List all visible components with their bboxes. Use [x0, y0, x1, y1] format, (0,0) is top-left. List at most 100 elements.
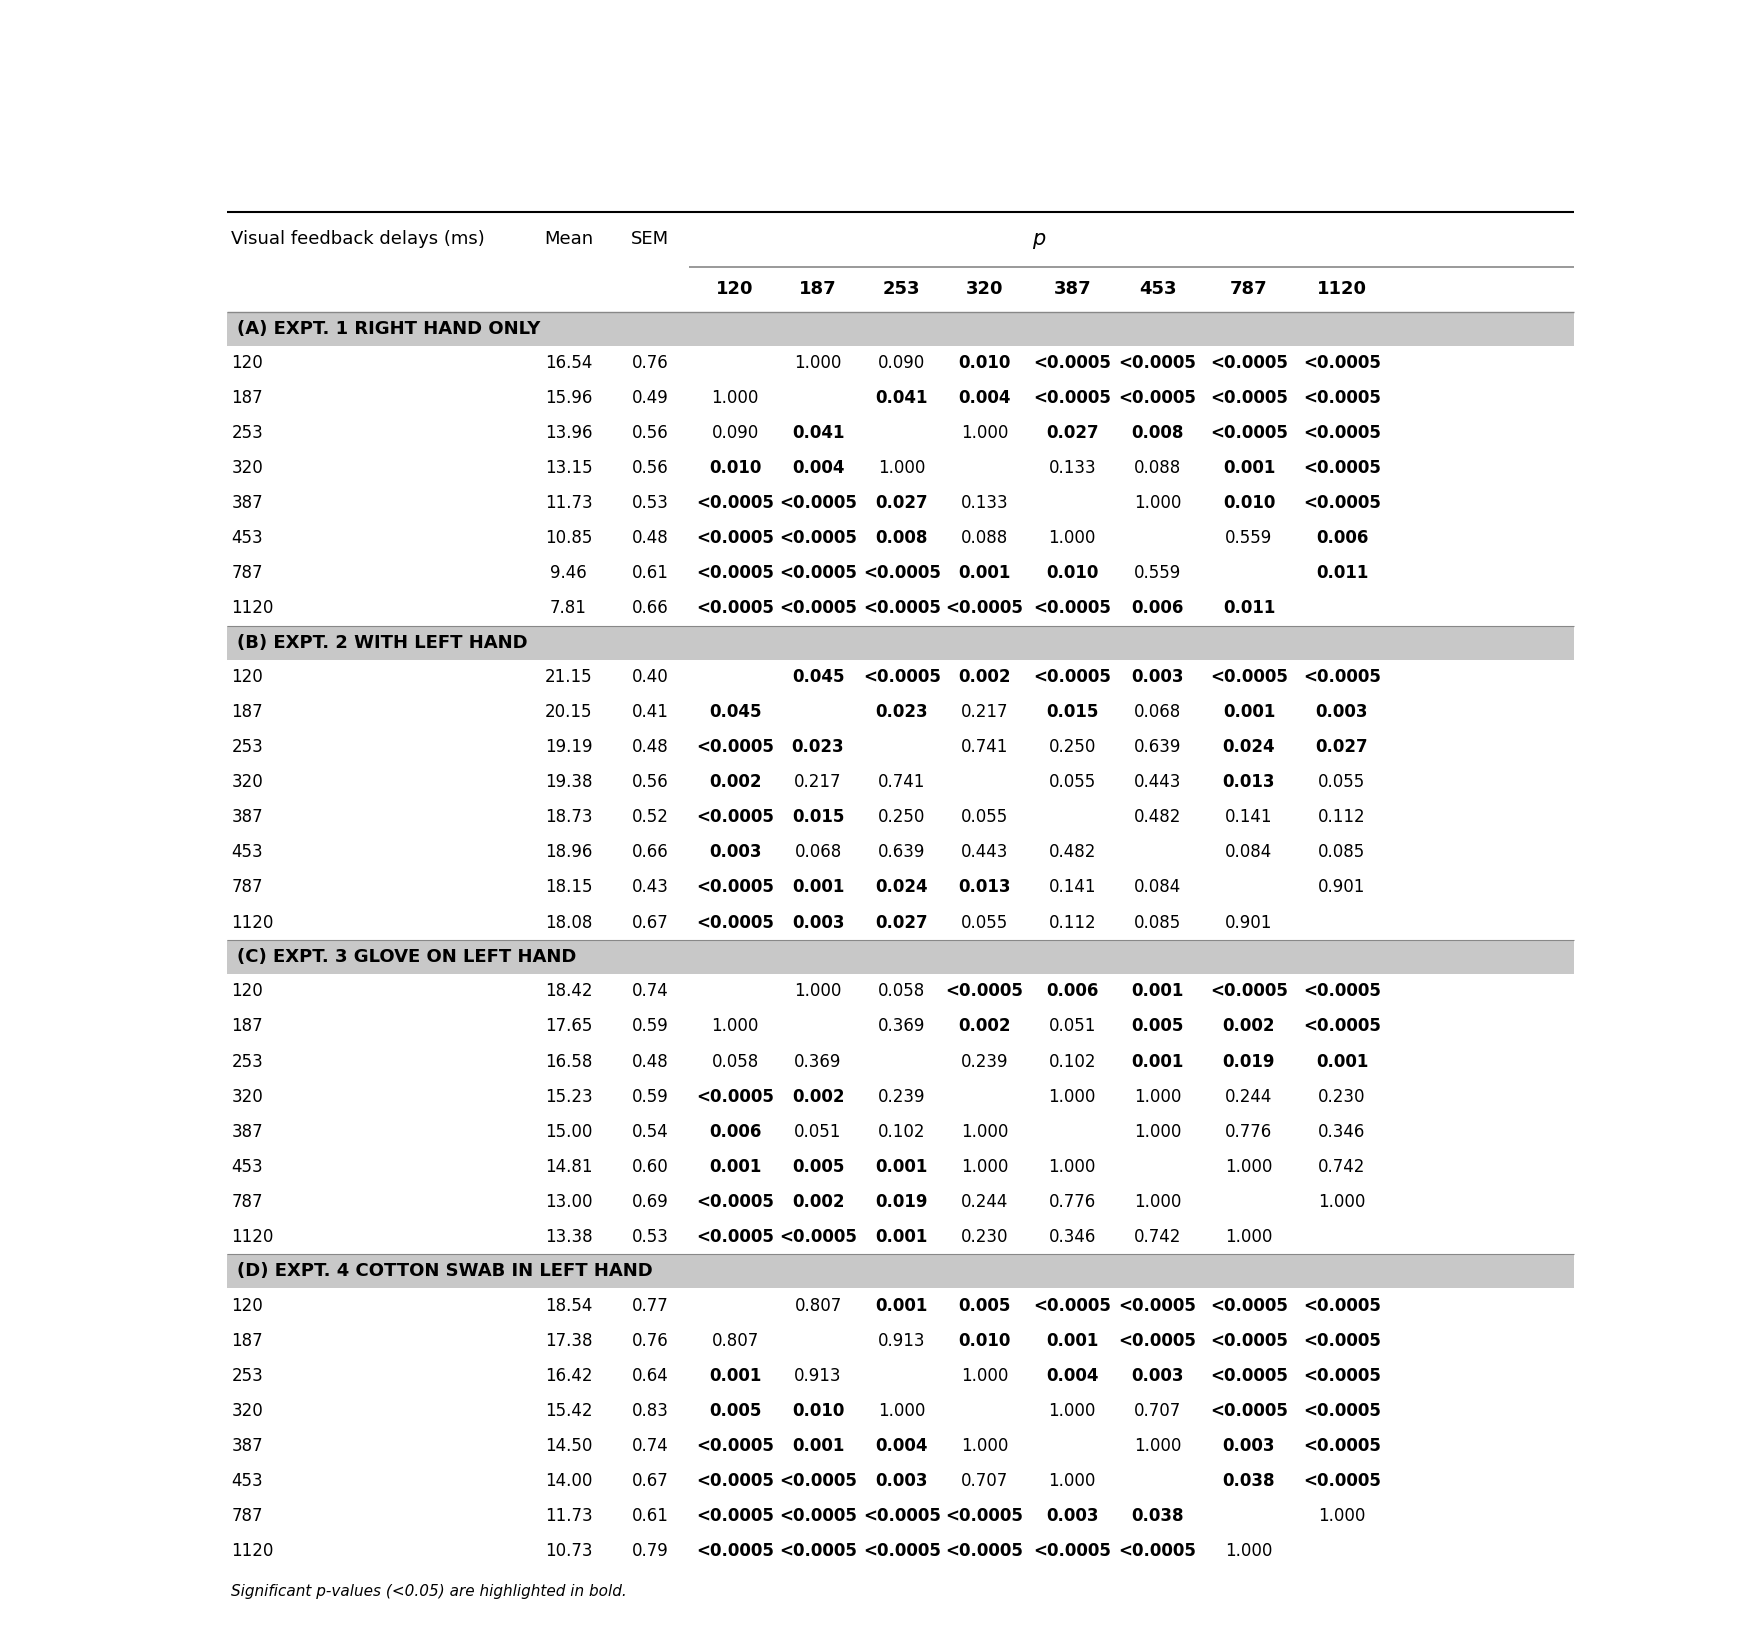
Text: <0.0005: <0.0005: [696, 1193, 773, 1211]
Text: <0.0005: <0.0005: [1209, 354, 1288, 372]
Text: 0.001: 0.001: [791, 878, 843, 897]
Text: 0.112: 0.112: [1318, 809, 1365, 826]
Text: 0.83: 0.83: [631, 1402, 668, 1419]
Text: 0.346: 0.346: [1318, 1122, 1365, 1140]
Text: 0.023: 0.023: [791, 738, 843, 756]
Text: 0.002: 0.002: [958, 1017, 1010, 1035]
Text: 0.48: 0.48: [631, 1053, 668, 1071]
Text: <0.0005: <0.0005: [1117, 354, 1197, 372]
Text: 0.443: 0.443: [961, 844, 1009, 862]
Text: 0.001: 0.001: [708, 1157, 761, 1175]
Text: 0.001: 0.001: [1223, 460, 1274, 478]
Bar: [227, 626, 1574, 659]
Text: <0.0005: <0.0005: [1209, 389, 1288, 407]
Text: 0.901: 0.901: [1318, 878, 1365, 897]
Text: 0.52: 0.52: [631, 809, 668, 826]
Text: <0.0005: <0.0005: [1302, 389, 1379, 407]
Text: 253: 253: [232, 1366, 264, 1384]
Text: 0.005: 0.005: [791, 1157, 843, 1175]
Text: 0.051: 0.051: [794, 1122, 842, 1140]
Text: 1.000: 1.000: [1318, 1193, 1365, 1211]
Text: 15.23: 15.23: [545, 1088, 592, 1106]
Text: <0.0005: <0.0005: [778, 494, 856, 513]
Text: 10.73: 10.73: [545, 1543, 592, 1561]
Text: 0.002: 0.002: [1223, 1017, 1274, 1035]
Text: 1.000: 1.000: [1133, 494, 1181, 513]
Text: 0.001: 0.001: [1132, 982, 1182, 1000]
Bar: [227, 870, 1574, 905]
Text: 1.000: 1.000: [877, 460, 924, 478]
Text: 0.742: 0.742: [1318, 1157, 1365, 1175]
Text: 18.96: 18.96: [545, 844, 592, 862]
Bar: [227, 415, 1574, 450]
Text: 0.741: 0.741: [877, 773, 924, 791]
Text: 0.001: 0.001: [708, 1366, 761, 1384]
Bar: [227, 1533, 1574, 1569]
Text: <0.0005: <0.0005: [863, 564, 940, 582]
Text: <0.0005: <0.0005: [1302, 1366, 1379, 1384]
Text: 0.639: 0.639: [1133, 738, 1181, 756]
Bar: [227, 1009, 1574, 1043]
Text: 1.000: 1.000: [961, 1366, 1009, 1384]
Bar: [227, 974, 1574, 1009]
Text: 253: 253: [232, 424, 264, 442]
Bar: [227, 1114, 1574, 1149]
Text: 0.001: 0.001: [875, 1157, 928, 1175]
Text: 10.85: 10.85: [545, 529, 592, 547]
Text: 0.038: 0.038: [1223, 1472, 1274, 1490]
Text: 453: 453: [232, 844, 264, 862]
Text: 0.41: 0.41: [631, 704, 668, 722]
Text: 0.068: 0.068: [794, 844, 842, 862]
Bar: [227, 1393, 1574, 1429]
Text: <0.0005: <0.0005: [696, 1472, 773, 1490]
Text: 0.102: 0.102: [877, 1122, 924, 1140]
Text: 1.000: 1.000: [961, 1157, 1009, 1175]
Text: 0.707: 0.707: [1133, 1402, 1181, 1419]
Text: 387: 387: [232, 1437, 264, 1455]
Text: <0.0005: <0.0005: [1302, 1402, 1379, 1419]
Text: 0.001: 0.001: [1132, 1053, 1182, 1071]
Text: 9.46: 9.46: [550, 564, 587, 582]
Text: 17.38: 17.38: [545, 1332, 592, 1350]
Text: 0.090: 0.090: [712, 424, 759, 442]
Text: 0.67: 0.67: [631, 1472, 668, 1490]
Text: <0.0005: <0.0005: [945, 1543, 1023, 1561]
Text: <0.0005: <0.0005: [1117, 1543, 1197, 1561]
Text: <0.0005: <0.0005: [945, 982, 1023, 1000]
Text: 1.000: 1.000: [1047, 1157, 1095, 1175]
Text: 1.000: 1.000: [1225, 1543, 1272, 1561]
Text: <0.0005: <0.0005: [1209, 1332, 1288, 1350]
Text: <0.0005: <0.0005: [696, 878, 773, 897]
Text: 187: 187: [232, 1332, 264, 1350]
Text: 0.74: 0.74: [631, 1437, 668, 1455]
Text: 120: 120: [232, 982, 264, 1000]
Text: 0.011: 0.011: [1314, 564, 1367, 582]
Text: 1.000: 1.000: [1318, 1506, 1365, 1524]
Text: 787: 787: [232, 564, 264, 582]
Text: 0.250: 0.250: [1047, 738, 1095, 756]
Text: 187: 187: [232, 704, 264, 722]
Text: 0.40: 0.40: [631, 669, 668, 686]
Text: (A) EXPT. 1 RIGHT HAND ONLY: (A) EXPT. 1 RIGHT HAND ONLY: [237, 320, 539, 338]
Text: 0.49: 0.49: [631, 389, 668, 407]
Text: 0.244: 0.244: [961, 1193, 1009, 1211]
Text: <0.0005: <0.0005: [1209, 982, 1288, 1000]
Text: 0.64: 0.64: [631, 1366, 668, 1384]
Text: 0.559: 0.559: [1133, 564, 1181, 582]
Text: 0.013: 0.013: [958, 878, 1010, 897]
Text: 387: 387: [232, 809, 264, 826]
Text: 320: 320: [965, 280, 1003, 298]
Text: <0.0005: <0.0005: [1117, 389, 1197, 407]
Text: 0.250: 0.250: [877, 809, 924, 826]
Text: 0.001: 0.001: [875, 1297, 928, 1315]
Text: 787: 787: [1230, 280, 1267, 298]
Text: 0.058: 0.058: [878, 982, 924, 1000]
Text: 0.058: 0.058: [712, 1053, 759, 1071]
Text: 0.001: 0.001: [1223, 704, 1274, 722]
Text: 0.085: 0.085: [1318, 844, 1365, 862]
Text: 0.141: 0.141: [1225, 809, 1272, 826]
Bar: [227, 765, 1574, 799]
Text: 0.239: 0.239: [961, 1053, 1009, 1071]
Text: 0.011: 0.011: [1223, 600, 1274, 618]
Text: 0.244: 0.244: [1225, 1088, 1272, 1106]
